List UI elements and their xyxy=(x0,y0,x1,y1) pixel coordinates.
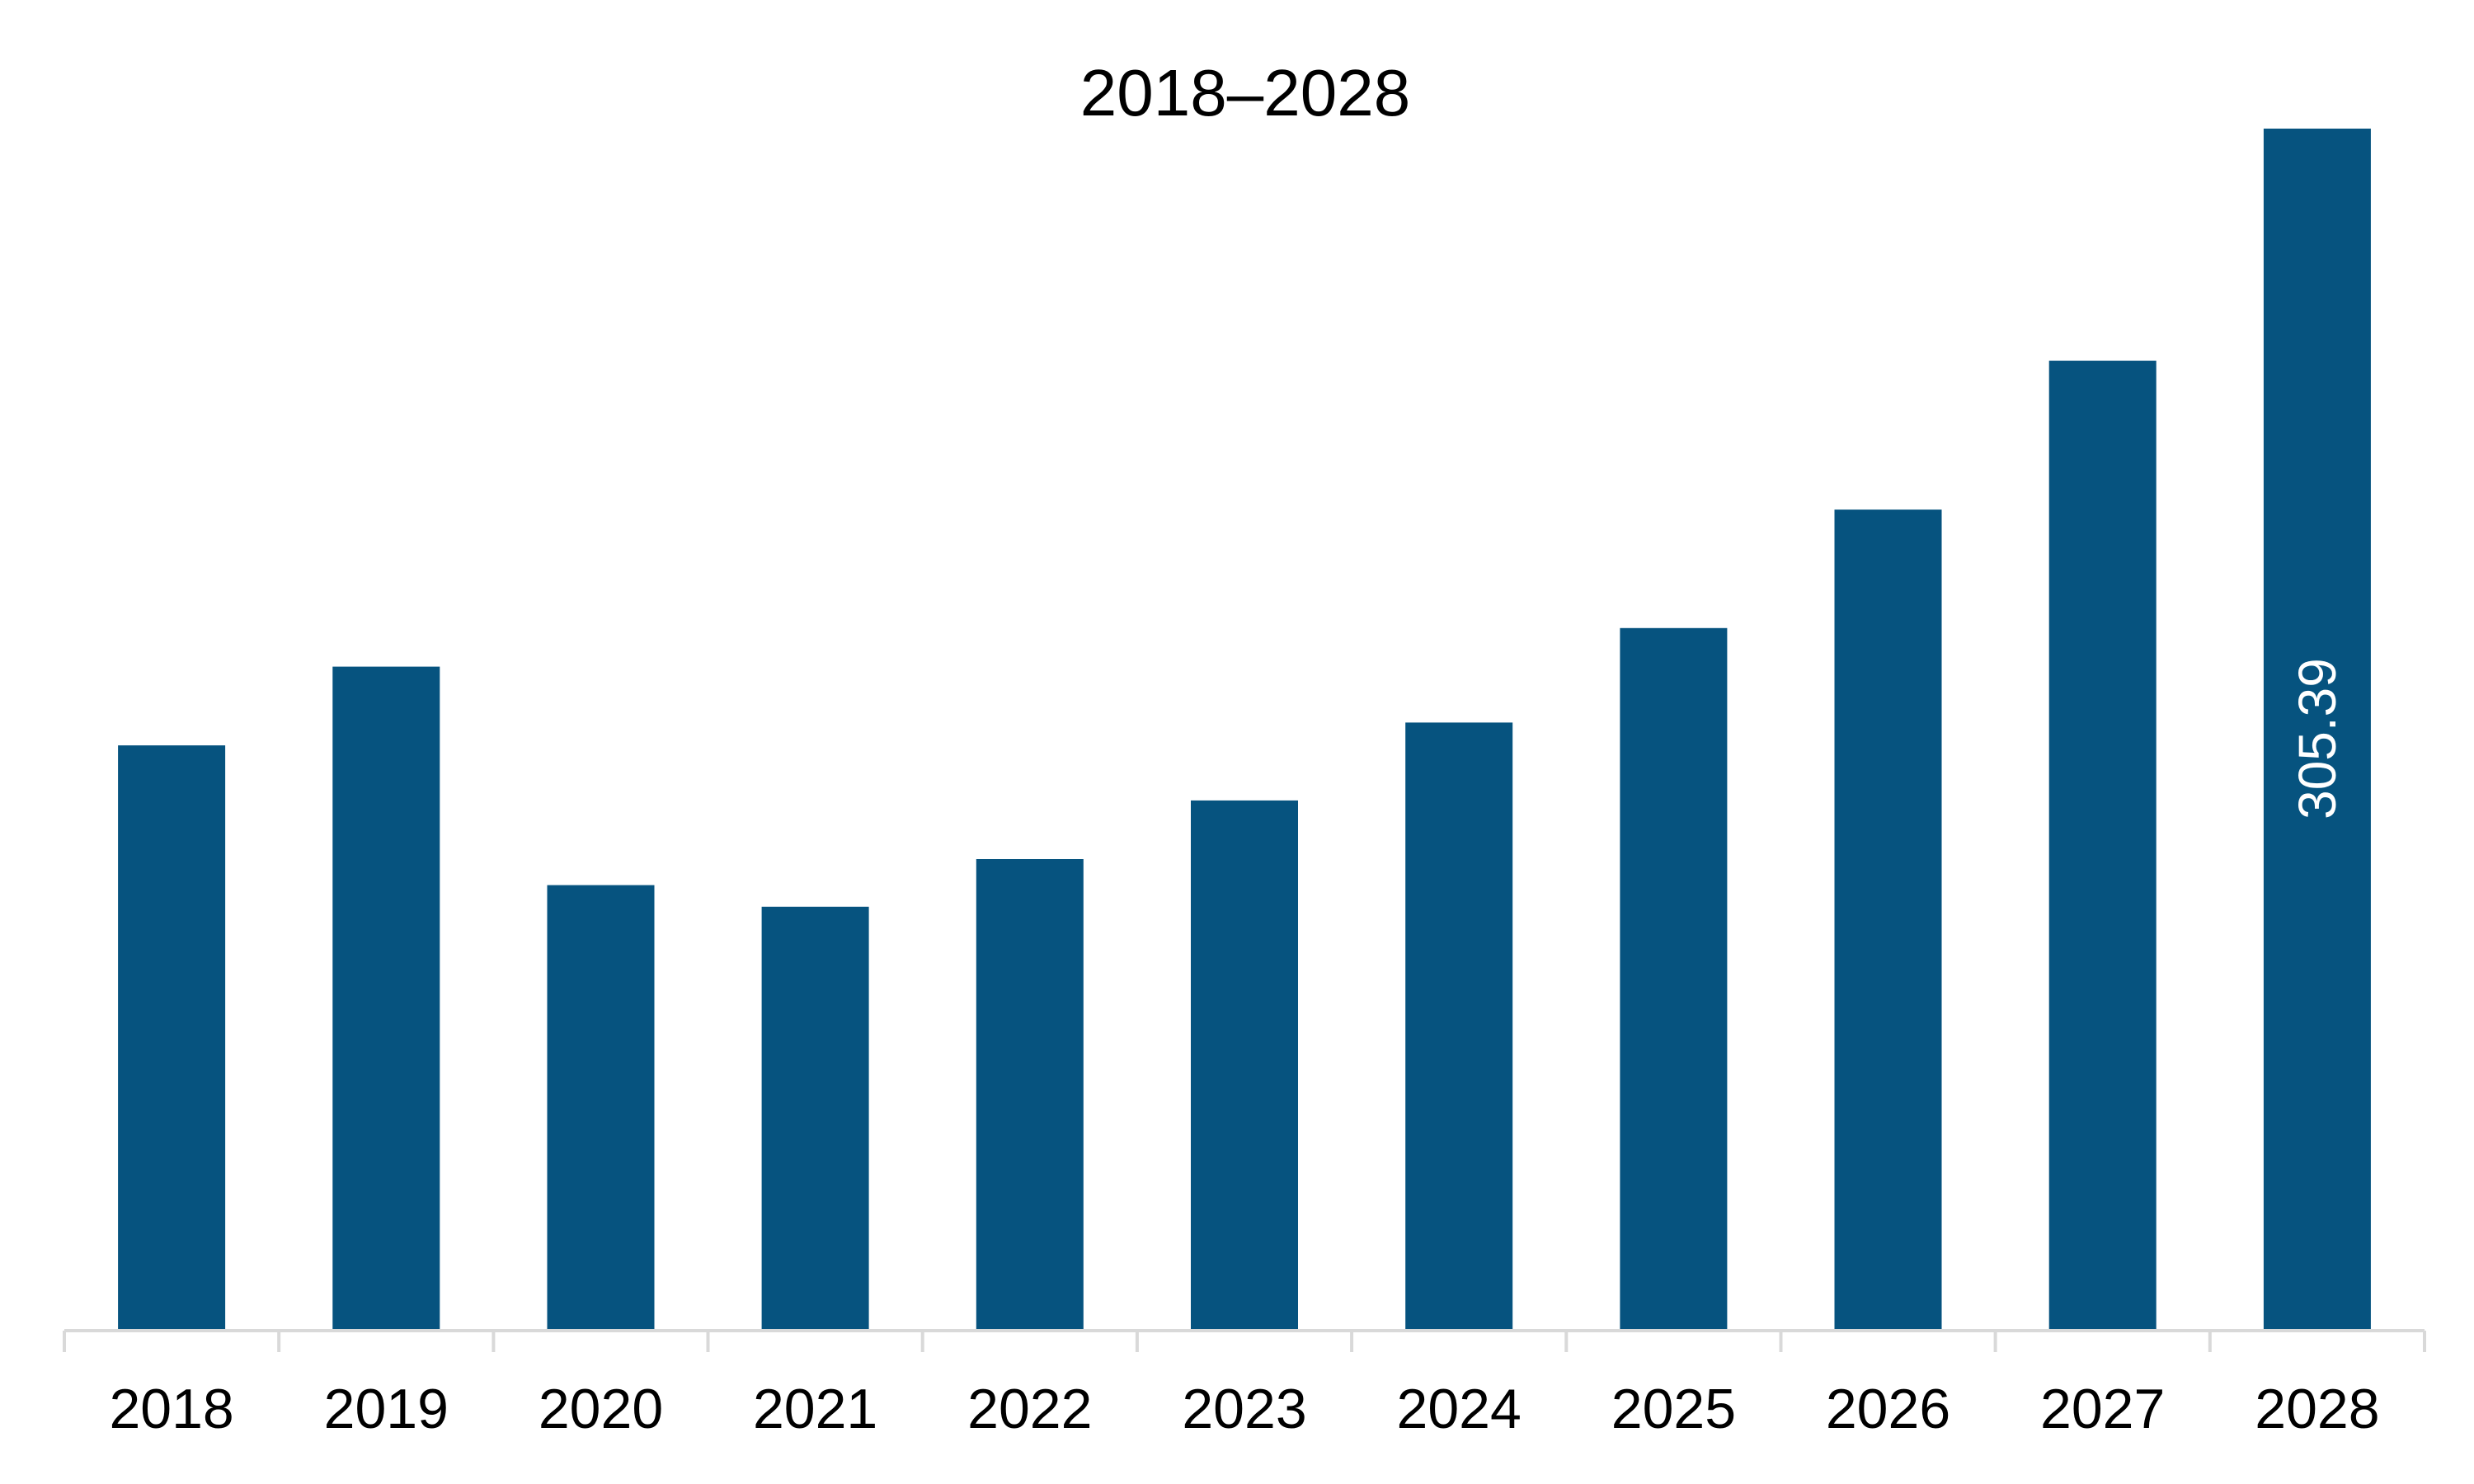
bar-2019 xyxy=(332,666,440,1331)
x-tick-label-2025: 2025 xyxy=(1611,1378,1736,1440)
bar-2024 xyxy=(1405,722,1513,1331)
bar-2026 xyxy=(1834,510,1942,1331)
bar-2022 xyxy=(976,859,1084,1331)
bars-group xyxy=(118,129,2371,1331)
x-tick-label-2023: 2023 xyxy=(1182,1378,1306,1440)
bar-2027 xyxy=(2048,360,2157,1331)
x-tick-label-2019: 2019 xyxy=(324,1378,449,1440)
bar-2025 xyxy=(1620,627,1728,1331)
x-tick-label-2028: 2028 xyxy=(2255,1378,2379,1440)
x-axis xyxy=(63,1329,2426,1352)
bar-2028 xyxy=(2263,129,2371,1331)
x-tick-label-2018: 2018 xyxy=(109,1378,233,1440)
x-tick-label-2027: 2027 xyxy=(2040,1378,2165,1440)
x-tick-label-2020: 2020 xyxy=(539,1378,663,1440)
data-labels: 305.39 xyxy=(2288,658,2347,819)
bar-2018 xyxy=(118,745,226,1331)
bar-2020 xyxy=(547,885,655,1331)
x-tick-label-2022: 2022 xyxy=(967,1378,1092,1440)
x-tick-label-2024: 2024 xyxy=(1397,1378,1522,1440)
x-tick-label-2021: 2021 xyxy=(753,1378,877,1440)
chart-title: 2018–2028 xyxy=(1080,56,1410,129)
bar-2021 xyxy=(761,906,869,1331)
data-label-2028: 305.39 xyxy=(2288,658,2347,819)
x-tick-labels: 2018 2019 2020 2021 2022 2023 2024 2025 2026 2027… xyxy=(109,1378,2379,1440)
bar-2023 xyxy=(1191,800,1298,1331)
x-tick-label-2026: 2026 xyxy=(1826,1378,1950,1440)
